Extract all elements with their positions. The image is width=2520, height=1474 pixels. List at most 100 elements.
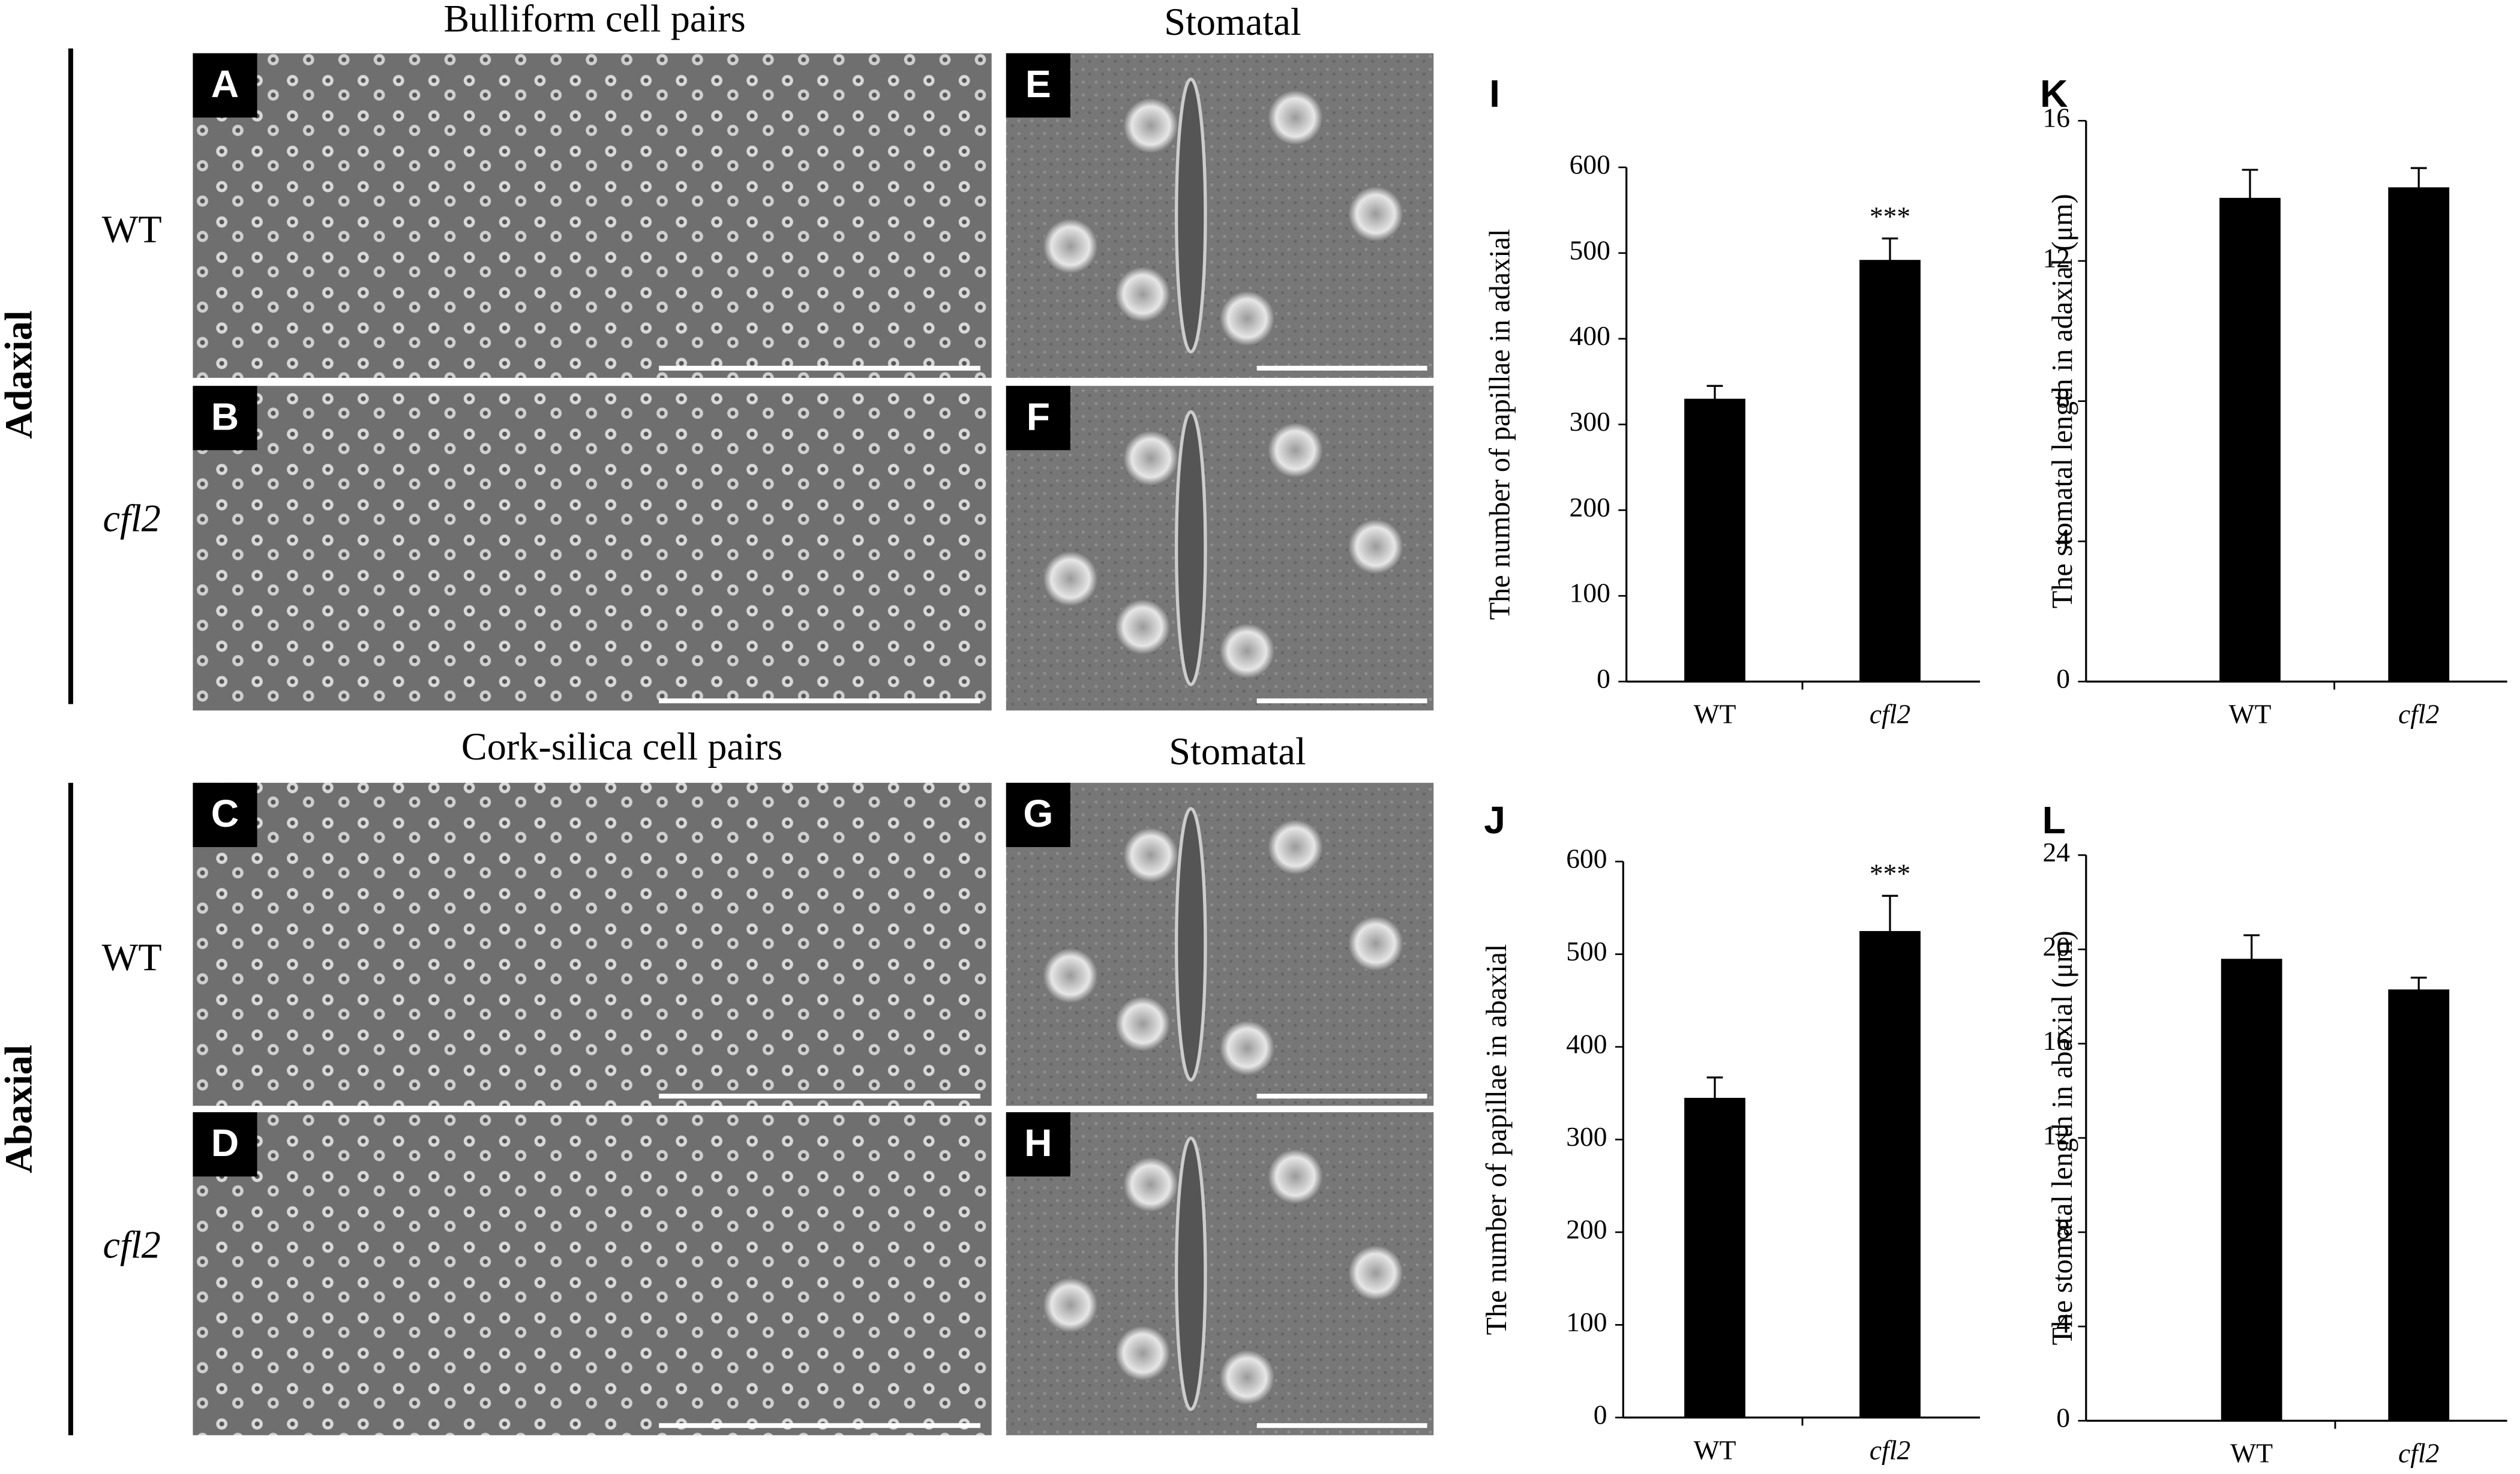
bar xyxy=(1859,260,1921,682)
papilla xyxy=(1115,1326,1170,1381)
y-tick-label: 300 xyxy=(1570,406,1610,437)
row-label: WT xyxy=(102,936,162,978)
panel-letter: I xyxy=(1489,72,1500,115)
papilla xyxy=(1348,916,1403,971)
y-tick-label: 8 xyxy=(2056,383,2070,413)
bar xyxy=(1859,930,1921,1418)
column-title: Stomatal xyxy=(1164,1,1301,43)
panel-letter: B xyxy=(211,395,239,438)
y-tick-label: 300 xyxy=(1566,1121,1607,1152)
x-tick-label: WT xyxy=(2229,698,2272,729)
y-tick-label: 100 xyxy=(1566,1307,1607,1337)
panel-letter-box xyxy=(1006,782,1070,847)
y-tick-label: 20 xyxy=(2042,931,2070,962)
y-tick-label: 0 xyxy=(1594,1399,1607,1430)
papilla xyxy=(1123,431,1178,486)
stoma-pore xyxy=(1175,807,1207,1082)
y-tick-label: 16 xyxy=(2042,1025,2070,1056)
papilla xyxy=(1220,1350,1275,1405)
panel-letter: A xyxy=(211,62,239,106)
y-tick-label: 200 xyxy=(1566,1214,1607,1244)
y-tick-label: 8 xyxy=(2056,1214,2070,1244)
y-tick-label: 600 xyxy=(1570,149,1610,179)
y-tick-label: 12 xyxy=(2042,1119,2070,1150)
papilla xyxy=(1123,827,1178,882)
y-axis-label: The stomatal length in abaxial (μm) xyxy=(2047,930,2078,1345)
y-tick-label: 4 xyxy=(2056,523,2070,554)
panel-letter-box xyxy=(193,386,257,451)
y-tick-label: 0 xyxy=(2056,664,2070,694)
y-tick-label: 4 xyxy=(2056,1308,2070,1339)
significance-label: *** xyxy=(1870,858,1910,889)
papilla xyxy=(1123,1157,1178,1212)
row-label: cfl2 xyxy=(103,1223,160,1266)
y-axis-label: The stomatal length in adaxial (μm) xyxy=(2047,194,2078,608)
y-tick-label: 16 xyxy=(2042,103,2070,133)
papilla xyxy=(1115,267,1170,322)
bar xyxy=(1684,1097,1745,1418)
papilla xyxy=(1043,218,1098,274)
y-axis-label: The number of papillae in abaxial xyxy=(1481,944,1513,1335)
x-tick-label: WT xyxy=(1694,698,1736,729)
y-tick-label: 100 xyxy=(1570,578,1610,608)
panel-letter: F xyxy=(1027,395,1050,438)
panel-letter-box xyxy=(193,782,257,847)
papilla xyxy=(1348,187,1403,242)
x-tick-label: cfl2 xyxy=(2398,1438,2439,1469)
column-title: Bulliform cell pairs xyxy=(443,0,745,40)
y-tick-label: 24 xyxy=(2042,837,2070,867)
bar xyxy=(2219,197,2281,682)
panel-letter: H xyxy=(1024,1121,1052,1164)
y-tick-label: 12 xyxy=(2042,242,2070,273)
y-tick-label: 0 xyxy=(1597,664,1610,694)
row-label: WT xyxy=(102,208,162,251)
bar xyxy=(2221,959,2282,1421)
bar xyxy=(2388,187,2450,682)
panel-letter: K xyxy=(2040,72,2068,115)
bar xyxy=(1684,398,1745,682)
panel-letter-box xyxy=(193,53,257,118)
stoma-pore xyxy=(1175,410,1207,686)
y-tick-label: 0 xyxy=(2056,1403,2070,1433)
x-tick-label: WT xyxy=(1694,1434,1736,1465)
micrograph xyxy=(193,386,992,711)
papilla xyxy=(1115,996,1170,1052)
papilla xyxy=(1220,623,1275,679)
panel-letter: E xyxy=(1025,62,1051,106)
x-tick-label: cfl2 xyxy=(1870,698,1910,729)
significance-label: *** xyxy=(1870,201,1910,232)
x-tick-label: cfl2 xyxy=(2398,698,2439,729)
row-label: cfl2 xyxy=(103,497,160,540)
y-tick-label: 500 xyxy=(1566,936,1607,966)
papilla xyxy=(1043,551,1098,607)
papilla xyxy=(1123,98,1178,153)
panel-letter-box xyxy=(1006,1112,1070,1177)
y-tick-label: 200 xyxy=(1570,492,1610,523)
y-tick-label: 400 xyxy=(1566,1028,1607,1059)
micrograph xyxy=(193,782,992,1106)
panel-letter-box xyxy=(1006,53,1070,118)
y-axis-label: The number of papillae in adaxial xyxy=(1484,229,1516,620)
papilla xyxy=(1115,599,1170,655)
x-tick-label: cfl2 xyxy=(1870,1434,1910,1465)
panel-letter: L xyxy=(2042,798,2066,842)
panel-letter: G xyxy=(1023,792,1053,835)
papilla xyxy=(1348,1245,1403,1301)
papilla xyxy=(1268,422,1323,478)
micrograph xyxy=(193,1112,992,1436)
panel-letter: C xyxy=(211,792,239,835)
column-title: Cork-silica cell pairs xyxy=(461,725,782,768)
papilla xyxy=(1043,948,1098,1003)
micrograph xyxy=(193,53,992,378)
x-tick-label: WT xyxy=(2230,1438,2273,1469)
stoma-pore xyxy=(1175,77,1207,354)
papilla xyxy=(1268,1149,1323,1204)
papilla xyxy=(1268,90,1323,145)
papilla xyxy=(1348,519,1403,574)
column-title: Stomatal xyxy=(1169,730,1306,773)
stoma-pore xyxy=(1175,1136,1207,1411)
bar xyxy=(2388,989,2450,1421)
papilla xyxy=(1220,291,1275,346)
papilla xyxy=(1043,1277,1098,1332)
